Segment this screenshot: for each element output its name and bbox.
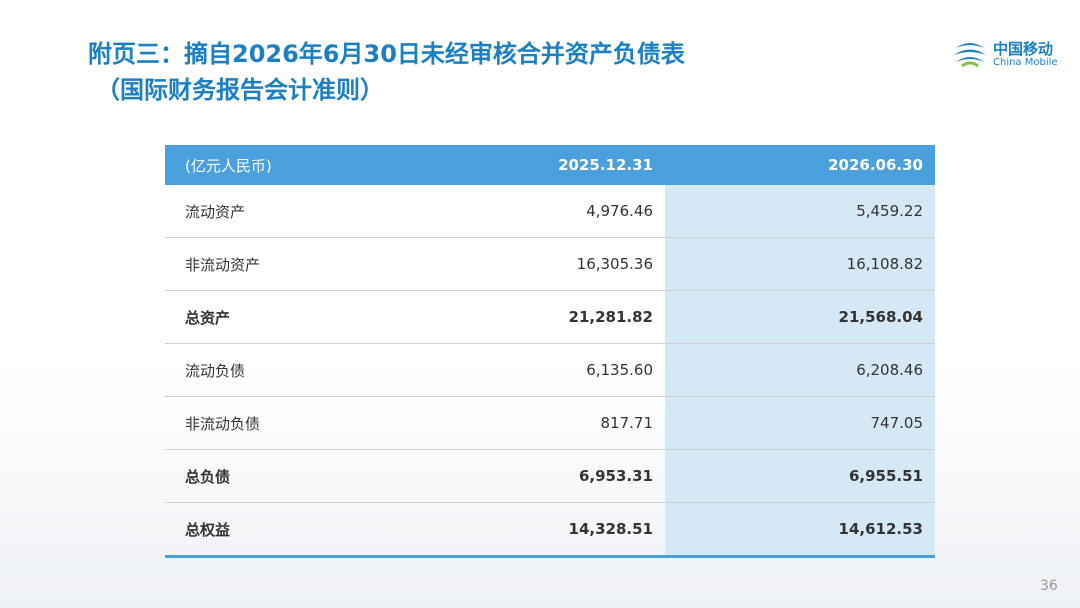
table-cell: 非流动负债	[185, 414, 261, 433]
subtitle: （国际财务报告会计准则）	[96, 76, 384, 104]
table-cell: 6,955.51	[665, 450, 935, 502]
column-header: 2026.06.30	[828, 156, 923, 174]
title: 附页三：摘自2026年6月30日未经审核合并资产负债表	[88, 40, 685, 68]
table-cell: 6,135.60	[586, 361, 653, 379]
table-cell: 16,108.82	[665, 238, 935, 290]
table-row: 流动资产 4,976.46 5,459.22	[165, 185, 935, 238]
logo-icon	[954, 43, 986, 68]
table-cell: 流动负债	[185, 361, 246, 380]
header-row: (亿元人民币) 2025.12.31 2026.06.30	[165, 145, 935, 185]
table-cell: 14,612.53	[665, 503, 935, 555]
table-cell: 非流动资产	[185, 255, 261, 274]
column-header: (亿元人民币)	[185, 156, 272, 175]
table-cell: 总资产	[185, 308, 231, 327]
table-cell: 6,953.31	[578, 467, 653, 485]
table-cell: 流动资产	[185, 202, 246, 221]
table-row: 非流动资产 16,305.36 16,108.82	[165, 238, 935, 291]
table-cell: 817.71	[600, 414, 654, 432]
table-row: 总负债 6,953.31 6,955.51	[165, 450, 935, 503]
logo-name-en: China Mobile	[993, 57, 1058, 68]
table-cell: 4,976.46	[586, 202, 653, 220]
table-row: 总资产 21,281.82 21,568.04	[165, 291, 935, 344]
table-row: 总权益 14,328.51 14,612.53	[165, 503, 935, 558]
table-row: 非流动负债 817.71 747.05	[165, 397, 935, 450]
page-number: 36	[1040, 578, 1058, 594]
table-cell: 5,459.22	[665, 185, 935, 237]
balance-table: (亿元人民币) 2025.12.31 2026.06.30 流动资产 4,976.46 5…	[165, 145, 935, 558]
table-cell: 16,305.36	[576, 255, 653, 273]
table-cell: 21,568.04	[665, 291, 935, 343]
table-cell: 21,281.82	[568, 308, 653, 326]
logo-name: 中国移动	[993, 40, 1054, 58]
table-cell: 总负债	[185, 467, 231, 486]
table-cell: 747.05	[665, 397, 935, 449]
table-cell: 14,328.51	[568, 520, 653, 538]
table-row: 流动负债 6,135.60 6,208.46	[165, 344, 935, 397]
column-header: 2025.12.31	[558, 156, 653, 174]
table-cell: 总权益	[185, 520, 231, 539]
table-cell: 6,208.46	[665, 344, 935, 396]
